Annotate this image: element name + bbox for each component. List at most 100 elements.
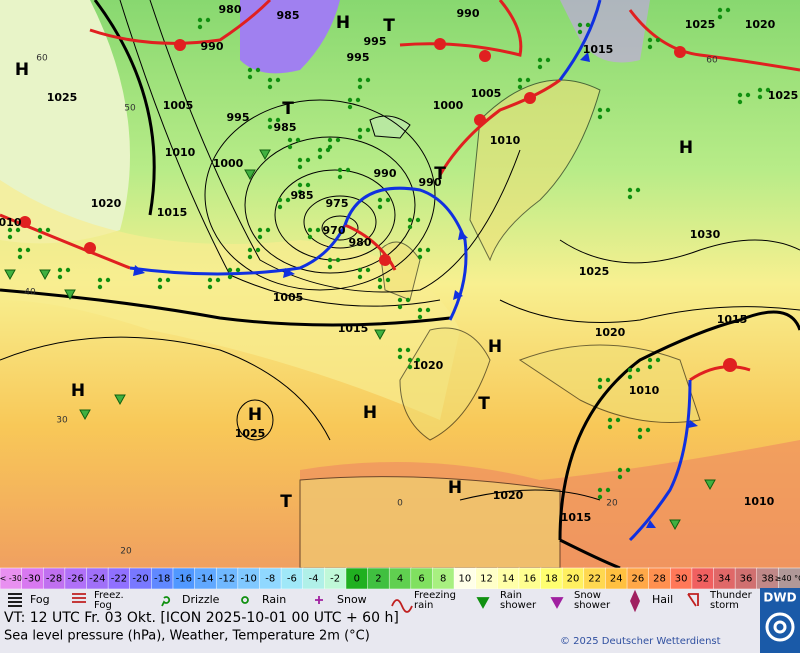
graticule-label: 20 (606, 499, 618, 509)
scale-label: -4 (309, 574, 319, 585)
scale-label: 24 (610, 574, 623, 585)
scale-label: 2 (375, 574, 381, 585)
legend-icon (161, 596, 171, 607)
pressure-label: 985 (277, 9, 300, 22)
rain-symbol (45, 227, 51, 233)
map: 980 985 990 1025 1020 990 995 995 1015 1025 1005 99… (0, 0, 800, 570)
rain-symbol (627, 187, 633, 193)
legend-label: Fog (30, 593, 50, 606)
rain-symbol (297, 164, 303, 170)
rain-symbol (65, 267, 71, 273)
rain-symbol (377, 284, 383, 290)
pressure-center: H (679, 138, 693, 158)
rain-symbol (97, 284, 103, 290)
rain-symbol (215, 277, 221, 283)
rain-symbol (327, 257, 333, 263)
rain-symbol (317, 147, 323, 153)
rain-symbol (285, 197, 291, 203)
rain-symbol (357, 127, 363, 133)
scale-label: 32 (696, 574, 709, 585)
pressure-label: 990 (419, 176, 442, 189)
rain-symbol (415, 217, 421, 223)
legend-label: Drizzle (182, 593, 220, 606)
scale-label: 34 (718, 574, 731, 585)
pressure-center: T (280, 492, 292, 512)
scale-label: ≥40 °C (775, 574, 800, 583)
legend-label: Thunder storm (709, 590, 753, 611)
shower-symbol (704, 479, 716, 491)
pressure-label: 1000 (213, 157, 244, 170)
cold-area (560, 0, 650, 63)
scale-label: -30 (24, 574, 40, 585)
pressure-label: 1025 (47, 91, 78, 104)
pressure-center: H (248, 405, 262, 425)
fronts (0, 0, 800, 542)
valid-time: VT: 12 UTC Fr. 03 Okt. [ICON 2025-10-01 … (4, 610, 399, 626)
pressure-center: T (434, 164, 446, 184)
rain-symbol (765, 87, 771, 93)
pressure-label: 1020 (493, 489, 524, 502)
pressure-label: 1025 (579, 265, 610, 278)
rain-symbol (365, 77, 371, 83)
scale-label: -22 (111, 574, 127, 585)
scale-label: 30 (675, 574, 688, 585)
rain-symbol (335, 137, 341, 143)
rain-symbol (257, 234, 263, 240)
logo-text: DWD (763, 591, 796, 605)
rain-symbol (637, 427, 643, 433)
rain-symbol (365, 127, 371, 133)
pressure-center: T (383, 16, 395, 36)
scale-label: 4 (397, 574, 403, 585)
rain-symbol (37, 227, 43, 233)
pressure-label: 1005 (471, 87, 502, 100)
legend-label: Freez. Fog (94, 590, 124, 611)
rain-symbol (757, 87, 763, 93)
pressure-center: H (488, 337, 502, 357)
rain-symbol (205, 17, 211, 23)
shower-symbol (374, 329, 386, 341)
weather-legend: Fog Freez. Fog Drizzle Rain Snow Freezing rain R… (8, 589, 753, 613)
rain-symbol (397, 347, 403, 353)
rain-symbol (417, 314, 423, 320)
rain-symbol (597, 384, 603, 390)
rain-symbol (227, 274, 233, 280)
pressure-label: 1020 (91, 197, 122, 210)
pressure-label: 1010 (629, 384, 660, 397)
pressure-center: H (15, 60, 29, 80)
rain-symbol (157, 284, 163, 290)
rain-symbol (647, 364, 653, 370)
rain-symbol (327, 144, 333, 150)
rain-symbol (585, 22, 591, 28)
pressure-label: 990 (374, 167, 397, 180)
rain-symbol (197, 24, 203, 30)
rain-symbol (737, 92, 743, 98)
pressure-label: 985 (274, 121, 297, 134)
rain-symbol (615, 417, 621, 423)
pressure-label: 1025 (685, 18, 716, 31)
legend-icon (476, 597, 490, 609)
rain-symbol (17, 254, 23, 260)
rain-symbol (397, 304, 403, 310)
scale-label: 22 (588, 574, 601, 585)
graticule-label: 60 (36, 54, 48, 64)
legend-label: Hail (652, 593, 673, 606)
temperature-scale: < -30 -30 -28 -26 -24 -22 -20 -18 -16 -14 -12 -10 -8… (0, 567, 800, 590)
pressure-label: 1015 (583, 43, 614, 56)
rain-symbol (417, 254, 423, 260)
scale-label: -6 (287, 574, 297, 585)
rain-symbol (627, 194, 633, 200)
scale-label: 0 (354, 574, 360, 585)
rain-symbol (275, 77, 281, 83)
rain-symbol (37, 234, 43, 240)
rain-symbol (255, 67, 261, 73)
pressure-center: T (478, 394, 490, 414)
rain-symbol (545, 57, 551, 63)
pressure-label: 1010 (165, 146, 196, 159)
scale-label: -20 (132, 574, 148, 585)
rain-symbol (397, 354, 403, 360)
rain-symbol (577, 22, 583, 28)
rain-symbol (635, 187, 641, 193)
rain-symbol (327, 137, 333, 143)
pressure-label: 1015 (561, 511, 592, 524)
rain-symbol (737, 99, 743, 105)
